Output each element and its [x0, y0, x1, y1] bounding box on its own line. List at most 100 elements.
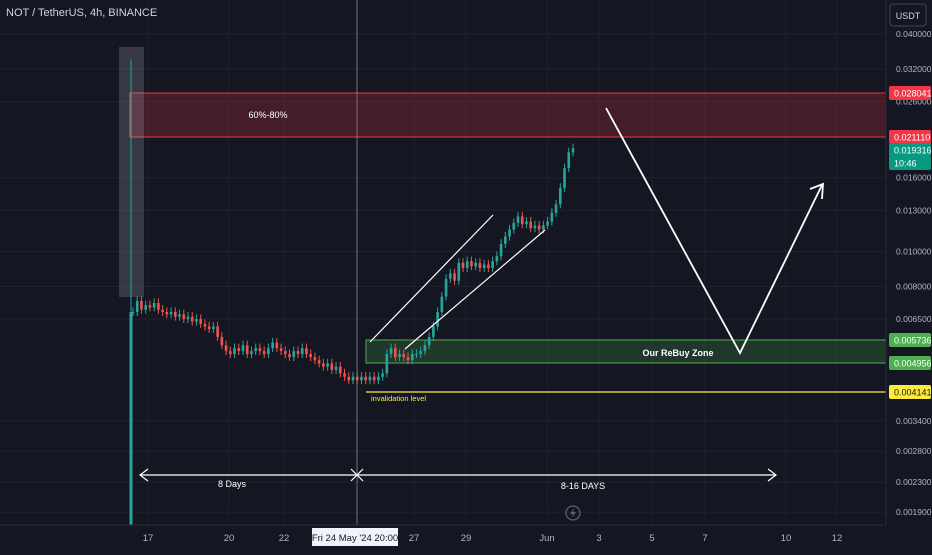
candle [220, 336, 224, 346]
candle [440, 296, 444, 313]
candle [563, 168, 566, 188]
candle [178, 314, 181, 317]
channel-upper-line [369, 214, 494, 343]
candle [233, 348, 236, 355]
candle [512, 222, 516, 230]
grid [0, 33, 886, 513]
candle [330, 363, 334, 370]
candle [288, 354, 291, 358]
price-tick-label: 0.010000 [896, 246, 932, 256]
candle [296, 351, 300, 355]
candle [419, 351, 423, 355]
candles [129, 59, 575, 525]
rebuy-zone[interactable] [365, 339, 887, 364]
time-tick-label: 27 [409, 533, 420, 544]
candle [503, 236, 507, 244]
candle [448, 273, 452, 279]
duration-arrows [139, 468, 777, 482]
candle [351, 376, 355, 381]
left-arrowhead [139, 468, 149, 482]
time-axis[interactable]: 17 20 22 27 29 Jun 3 5 7 10 12 Fri 24 May '24 20:0… [0, 524, 886, 546]
candle [360, 376, 363, 381]
invalidation-label: invalidation level [371, 394, 426, 403]
candle [300, 348, 304, 355]
candle [169, 312, 173, 315]
candle [571, 148, 575, 153]
price-tick-label: 0.032000 [896, 64, 932, 74]
candle [224, 345, 228, 352]
candle [152, 303, 156, 308]
price-tick-label: 0.008000 [896, 281, 932, 291]
candle [474, 262, 478, 267]
price-tick-label: 0.026000 [896, 97, 932, 107]
candle [478, 262, 482, 269]
candle [381, 373, 384, 377]
badge-countdown [889, 156, 931, 170]
flash-icon[interactable] [565, 505, 581, 521]
candle [173, 312, 177, 317]
time-tick-label: 20 [224, 533, 235, 544]
price-axis[interactable]: 0.040000 0.032000 0.026000 0.016000 0.013000… [885, 0, 932, 550]
candle [131, 312, 135, 314]
candle [410, 354, 414, 361]
price-badges: 0.028041 0.021110 0.019316 10:46 0.005736 0.0… [889, 86, 932, 399]
candle [207, 326, 211, 330]
time-tick-label: 3 [596, 533, 601, 544]
candle [343, 373, 346, 377]
candle [432, 326, 435, 337]
split-marker-b [350, 468, 364, 482]
candle [529, 221, 533, 229]
candle [465, 261, 469, 269]
candle [347, 376, 351, 381]
candle [385, 354, 389, 374]
candle [309, 354, 313, 358]
time-tick-label: 12 [832, 533, 843, 544]
time-tick-label: Jun [539, 533, 554, 544]
candle [165, 312, 169, 315]
resistance-zone[interactable] [129, 92, 887, 138]
badge-0021110 [889, 130, 931, 144]
resistance-zone-label: 60%-80% [248, 110, 287, 120]
currency-button[interactable] [889, 3, 927, 27]
candle [241, 345, 245, 352]
duration-left-label: 8 Days [218, 479, 247, 489]
candle [228, 351, 232, 355]
candle [533, 225, 537, 229]
candle [182, 314, 186, 320]
candle [279, 348, 283, 352]
candle [461, 262, 465, 269]
candle [355, 376, 359, 381]
candle [520, 216, 524, 225]
candle [542, 225, 545, 230]
candle [558, 187, 562, 205]
candle [245, 345, 249, 355]
badge-0005736 [889, 333, 931, 347]
candle [203, 323, 207, 327]
candle [161, 309, 164, 313]
candle [393, 348, 397, 358]
candle [283, 351, 287, 355]
candle [415, 354, 418, 356]
symbol-title[interactable]: NOT / TetherUS, 4h, BINANCE [6, 7, 157, 19]
candle [495, 256, 499, 262]
time-tick-label: 29 [461, 533, 472, 544]
candle [129, 312, 133, 525]
badge-0004141-label: 0.004141 [894, 388, 932, 398]
candle [292, 351, 296, 358]
price-axis-ticks: 0.040000 0.032000 0.026000 0.016000 0.013000… [896, 29, 932, 517]
candle [457, 262, 461, 281]
candle [487, 264, 490, 269]
projection-path [605, 107, 823, 355]
crosshair-time-badge [312, 528, 398, 546]
candle [453, 273, 456, 281]
candle [491, 261, 494, 269]
candle [338, 366, 342, 374]
candle [550, 212, 554, 222]
candle [262, 351, 266, 355]
candle [326, 363, 329, 367]
time-tick-label: 7 [702, 533, 707, 544]
candle [546, 221, 549, 226]
candle [525, 221, 528, 225]
